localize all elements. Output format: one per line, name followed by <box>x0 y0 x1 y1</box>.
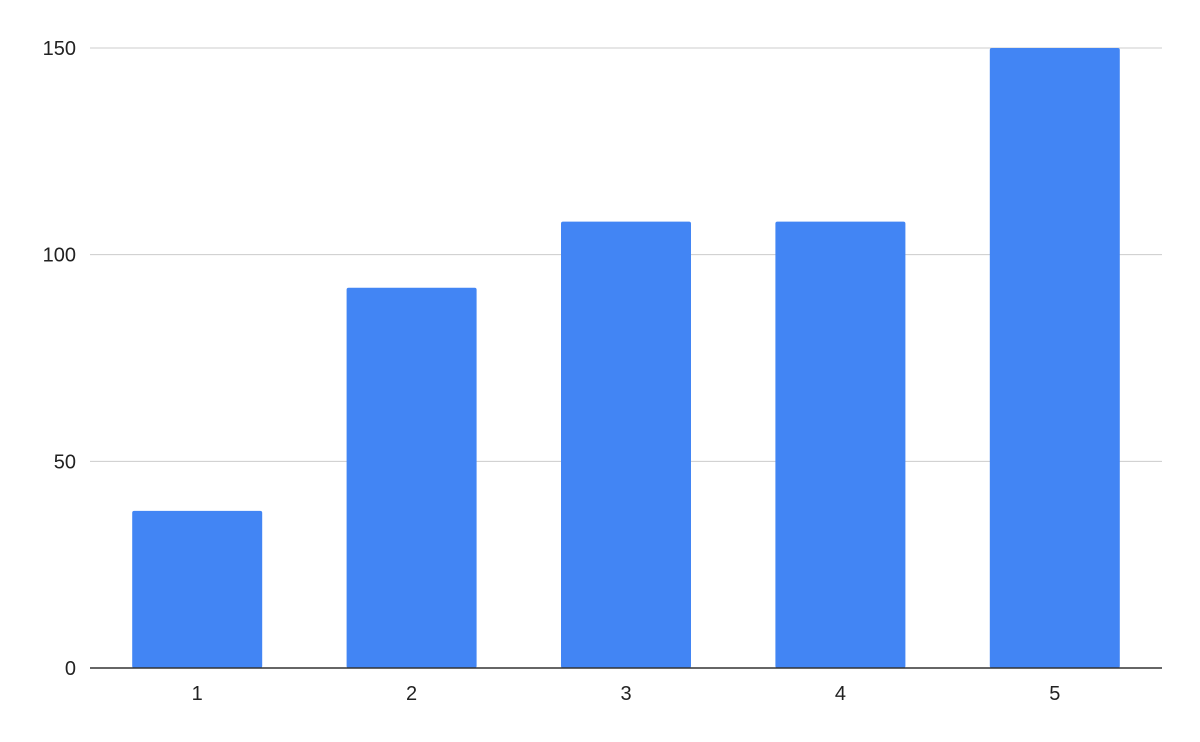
x-tick-label: 2 <box>406 683 417 705</box>
y-tick-label: 50 <box>54 451 76 473</box>
bar-1 <box>132 510 263 668</box>
bar-3 <box>561 221 691 668</box>
x-axis-tick-labels: 1 2 3 4 5 <box>192 683 1061 705</box>
y-tick-label: 150 <box>43 38 76 60</box>
bars <box>132 48 1120 668</box>
x-tick-label: 4 <box>835 683 846 705</box>
x-tick-label: 5 <box>1049 683 1060 705</box>
bar-4 <box>775 221 906 668</box>
bar-5 <box>989 48 1120 668</box>
y-tick-label: 100 <box>43 245 76 267</box>
y-tick-label: 0 <box>65 658 76 680</box>
x-tick-label: 3 <box>620 683 631 705</box>
y-axis-tick-labels: 0 50 100 150 <box>43 38 76 680</box>
bar-2 <box>346 287 477 668</box>
x-tick-label: 1 <box>192 683 203 705</box>
